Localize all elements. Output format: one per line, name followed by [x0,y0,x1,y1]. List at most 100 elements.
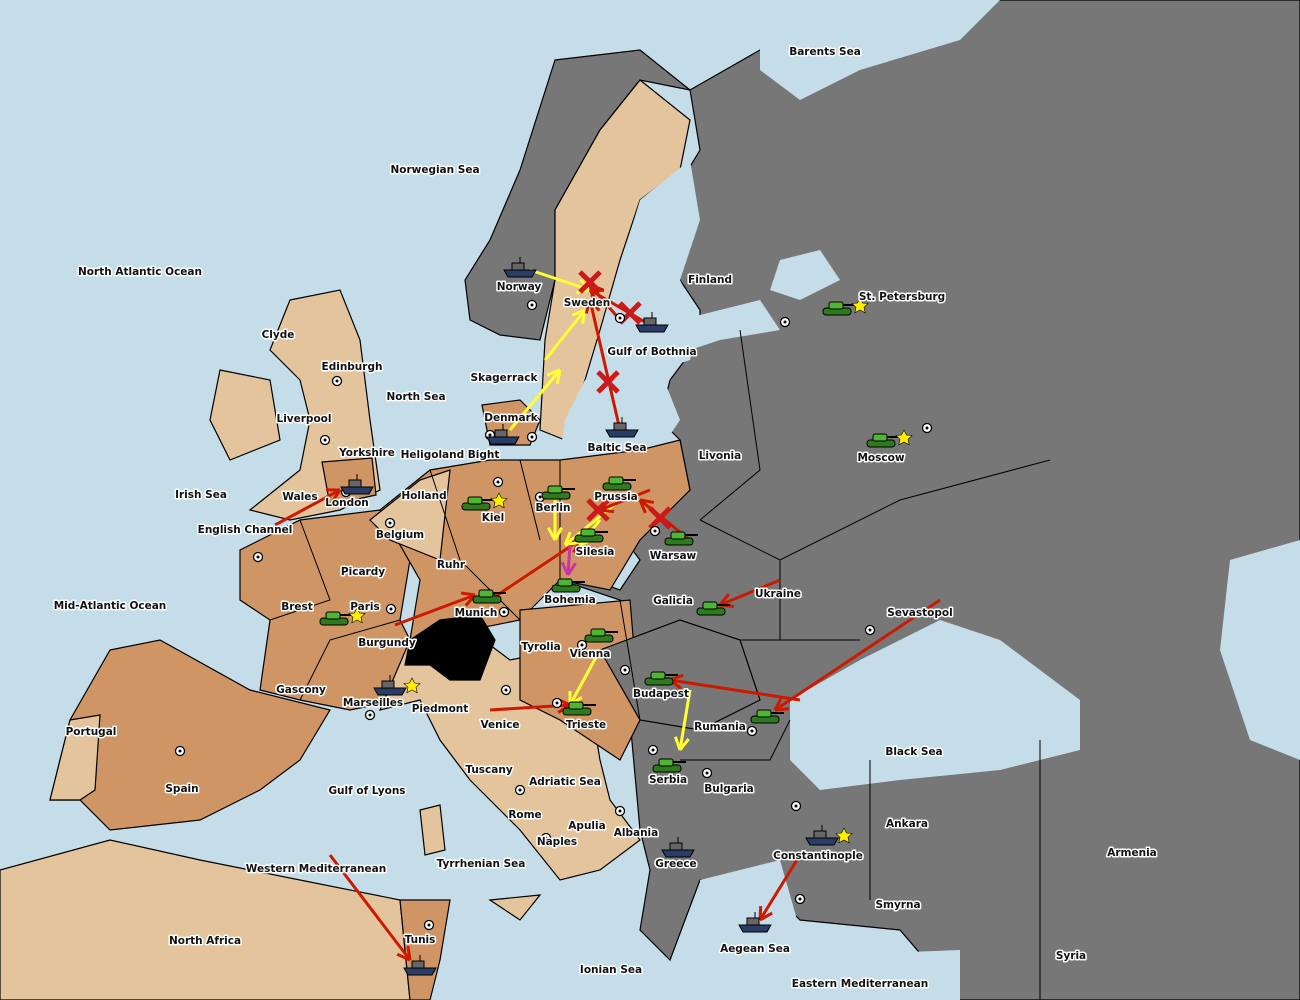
land-ireland[interactable] [209,369,281,461]
fleet-unit-denmark[interactable] [486,424,520,445]
label-constantinople[interactable]: Constantinople [772,849,865,864]
label-western-mediterranean[interactable]: Western Mediterranean [244,862,387,877]
land-north-africa[interactable] [0,839,411,1000]
label-gascony[interactable]: Gascony [275,683,328,698]
label-brest[interactable]: Brest [280,600,315,615]
fleet-unit-gulf-of-bothnia[interactable] [635,312,669,333]
label-marseilles[interactable]: Marseilles [341,696,404,711]
label-ruhr[interactable]: Ruhr [435,558,467,573]
army-unit-serbia[interactable] [652,758,686,773]
label-north-atlantic-ocean[interactable]: North Atlantic Ocean [77,265,204,280]
label-albania[interactable]: Albania [612,826,660,841]
label-ukraine[interactable]: Ukraine [754,587,803,602]
label-liverpool[interactable]: Liverpool [275,412,333,427]
label-denmark[interactable]: Denmark [483,411,541,426]
label-norwegian-sea[interactable]: Norwegian Sea [389,163,481,178]
sea-black[interactable] [790,620,1080,790]
army-unit-st-petersburg[interactable] [822,297,869,316]
label-gulf-of-lyons[interactable]: Gulf of Lyons [327,784,407,799]
label-rumania[interactable]: Rumania [693,720,748,735]
fleet-unit-tunis[interactable] [403,955,437,976]
label-rome[interactable]: Rome [507,808,543,823]
army-unit-warsaw[interactable] [664,531,698,546]
label-london[interactable]: London [324,496,371,511]
army-unit-munich[interactable] [472,589,506,604]
sea-white-sea[interactable] [770,250,840,300]
army-unit-galicia[interactable] [696,601,730,616]
label-armenia[interactable]: Armenia [1106,846,1159,861]
label-barents-sea[interactable]: Barents Sea [788,45,863,60]
label-irish-sea[interactable]: Irish Sea [174,488,229,503]
label-greece[interactable]: Greece [654,857,698,872]
land-sicily[interactable] [488,894,542,921]
army-unit-bohemia[interactable] [551,578,585,593]
label-naples[interactable]: Naples [535,835,578,850]
fleet-unit-greece[interactable] [661,837,695,858]
label-yorkshire[interactable]: Yorkshire [337,446,397,461]
army-unit-vienna[interactable] [584,628,618,643]
label-ankara[interactable]: Ankara [885,817,930,832]
army-unit-trieste[interactable] [562,701,596,716]
label-smyrna[interactable]: Smyrna [874,898,922,913]
label-sevastopol[interactable]: Sevastopol [886,606,954,621]
label-north-africa[interactable]: North Africa [167,934,242,949]
fleet-unit-marseilles[interactable] [373,675,421,696]
label-moscow[interactable]: Moscow [856,451,906,466]
army-unit-moscow[interactable] [866,429,913,448]
label-tunis[interactable]: Tunis [403,933,437,948]
label-mid-atlantic-ocean[interactable]: Mid-Atlantic Ocean [52,599,168,614]
label-picardy[interactable]: Picardy [339,565,386,580]
sea-aegean[interactable] [700,860,800,960]
label-kiel[interactable]: Kiel [480,511,505,526]
label-bulgaria[interactable]: Bulgaria [703,782,756,797]
label-burgundy[interactable]: Burgundy [357,636,418,651]
label-aegean-sea[interactable]: Aegean Sea [719,942,792,957]
fleet-unit-london[interactable] [340,474,374,495]
army-unit-paris[interactable] [319,607,366,626]
label-portugal[interactable]: Portugal [64,725,118,740]
label-syria[interactable]: Syria [1054,949,1087,964]
fleet-unit-aegean-sea[interactable] [738,912,772,933]
label-bohemia[interactable]: Bohemia [543,593,597,608]
label-north-sea[interactable]: North Sea [385,390,447,405]
label-english-channel[interactable]: English Channel [196,523,294,538]
sea-gulf-of-finland[interactable] [680,300,780,350]
sea-baltic[interactable] [560,370,680,460]
label-vienna[interactable]: Vienna [568,647,612,662]
label-black-sea[interactable]: Black Sea [884,745,944,760]
army-unit-berlin[interactable] [541,485,575,500]
label-munich[interactable]: Munich [453,606,499,621]
label-finland[interactable]: Finland [687,273,734,288]
label-belgium[interactable]: Belgium [374,528,425,543]
fleet-unit-baltic-sea[interactable] [605,417,639,438]
label-baltic-sea[interactable]: Baltic Sea [586,441,648,456]
label-adriatic-sea[interactable]: Adriatic Sea [528,775,603,790]
sea-eastern-med[interactable] [700,950,960,1000]
label-clyde[interactable]: Clyde [260,328,296,343]
label-serbia[interactable]: Serbia [647,773,688,788]
label-apulia[interactable]: Apulia [567,819,607,834]
sea-caspian[interactable] [1220,540,1300,760]
label-paris[interactable]: Paris [349,600,382,615]
label-trieste[interactable]: Trieste [564,718,607,733]
label-silesia[interactable]: Silesia [574,545,616,560]
army-unit-budapest[interactable] [644,671,678,686]
label-venice[interactable]: Venice [479,718,521,733]
army-unit-silesia[interactable] [574,528,608,543]
land-portugal[interactable] [49,714,101,801]
sea-barents[interactable] [760,0,1000,100]
label-wales[interactable]: Wales [281,490,319,505]
label-berlin[interactable]: Berlin [534,501,572,516]
label-piedmont[interactable]: Piedmont [410,702,470,717]
label-tyrolia[interactable]: Tyrolia [520,640,562,655]
label-holland[interactable]: Holland [400,489,448,504]
army-unit-kiel[interactable] [461,492,508,511]
label-ionian-sea[interactable]: Ionian Sea [578,963,643,978]
label-budapest[interactable]: Budapest [632,687,691,702]
label-spain[interactable]: Spain [164,782,200,797]
label-livonia[interactable]: Livonia [697,449,743,464]
label-tuscany[interactable]: Tuscany [464,763,515,778]
label-heligoland-bight[interactable]: Heligoland Bight [399,448,501,463]
label-gulf-of-bothnia[interactable]: Gulf of Bothnia [606,345,698,360]
label-sweden[interactable]: Sweden [562,296,612,311]
